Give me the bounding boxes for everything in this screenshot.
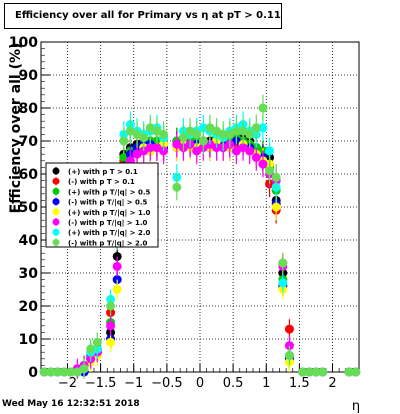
data-point <box>245 129 255 139</box>
y-tick-label: 80 <box>19 101 39 117</box>
data-point <box>119 136 129 146</box>
y-tick-label: 30 <box>19 266 39 282</box>
data-point <box>258 159 268 169</box>
data-point <box>258 103 268 113</box>
data-point <box>112 261 122 271</box>
y-axis-label: Efficiency over all (%) <box>8 43 24 214</box>
data-point <box>271 172 281 182</box>
data-point <box>139 133 149 143</box>
data-marks <box>39 94 361 379</box>
x-tick-label: −1 <box>124 376 143 391</box>
data-point <box>251 123 261 133</box>
x-axis-label: η <box>352 399 360 414</box>
title-box: Efficiency over all for Primary vs η at … <box>4 3 282 29</box>
y-tick-label: 70 <box>19 134 39 150</box>
data-point <box>159 129 169 139</box>
series-7 <box>39 94 361 379</box>
x-tick-label: 1 <box>262 376 270 391</box>
y-tick-label: 60 <box>19 167 39 183</box>
data-point <box>318 367 328 377</box>
x-tick-label: −1.5 <box>85 376 117 391</box>
data-point <box>106 301 116 311</box>
data-point <box>172 182 182 192</box>
legend-label: (-) with p T > 0.1 <box>68 178 135 186</box>
data-point <box>265 146 275 156</box>
data-point <box>178 133 188 143</box>
chart-title: Efficiency over all for Primary vs η at … <box>15 10 281 21</box>
data-point <box>245 146 255 156</box>
y-tick-label: 10 <box>19 332 39 348</box>
data-point <box>265 166 275 176</box>
x-tick-label: −2 <box>58 376 77 391</box>
y-tick-label: 90 <box>19 68 39 84</box>
data-point <box>284 324 294 334</box>
legend-label: (+) with p T/|q| > 0.5 <box>68 188 151 197</box>
data-point <box>251 153 261 162</box>
data-point <box>106 321 116 331</box>
legend-label: (+) with p T/|q| > 1.0 <box>68 209 151 218</box>
y-tick-label: 0 <box>28 365 38 381</box>
data-point <box>284 351 294 360</box>
data-point <box>351 367 361 377</box>
x-tick-label: 0 <box>196 376 204 391</box>
legend-label: (-) with p T/|q| > 1.0 <box>68 219 148 228</box>
y-tick-label: 50 <box>19 200 39 216</box>
legend-label: (+) with p T/|q| > 2.0 <box>68 229 151 238</box>
data-point <box>86 344 96 354</box>
data-point <box>198 136 208 146</box>
x-tick-label: −0.5 <box>151 376 183 391</box>
timestamp: Wed May 16 12:32:51 2018 <box>2 399 140 409</box>
x-tick-label: 2 <box>328 376 336 391</box>
data-point <box>92 337 102 347</box>
data-point <box>112 285 122 294</box>
legend: (+) with p T > 0.1 (-) with p T > 0.1 (+) … <box>45 162 159 248</box>
x-tick-label: 1.5 <box>289 376 310 391</box>
y-tick-label: 20 <box>19 299 39 315</box>
axes: −2 −1.5 −1 −0.5 0 0.5 1 1.5 20102030405060708090… <box>9 35 360 391</box>
legend-label: (-) with p T/|q| > 2.0 <box>68 239 148 248</box>
data-point <box>106 337 116 347</box>
legend-label: (+) with p T > 0.1 <box>68 168 138 176</box>
y-tick-label: 100 <box>9 35 38 51</box>
y-tick-label: 40 <box>19 233 39 249</box>
data-point <box>278 258 288 268</box>
legend-box <box>45 162 159 248</box>
data-point <box>278 278 288 288</box>
data-point <box>192 129 202 139</box>
legend-label: (-) with p T/|q| > 0.5 <box>68 199 148 208</box>
x-tick-label: 0.5 <box>223 376 244 391</box>
data-point <box>271 202 281 212</box>
data-point <box>79 364 89 374</box>
